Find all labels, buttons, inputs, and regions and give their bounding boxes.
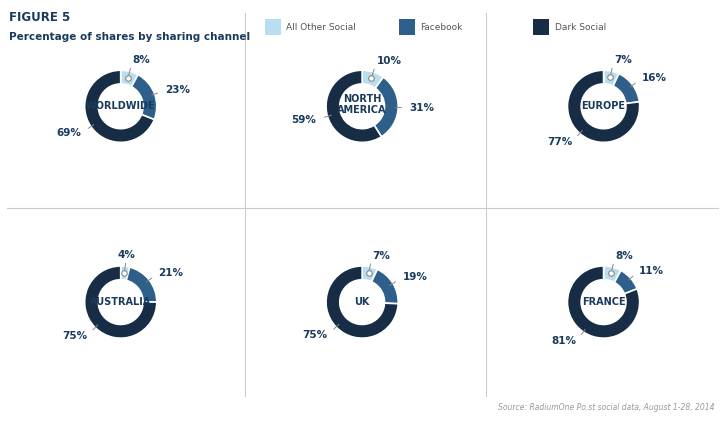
Text: 4%: 4% [117, 250, 136, 260]
Wedge shape [603, 266, 621, 282]
Text: 69%: 69% [57, 128, 81, 138]
Text: Source: RadiumOne Po.st social data, August 1-28, 2014: Source: RadiumOne Po.st social data, Aug… [497, 403, 714, 412]
Text: EUROPE: EUROPE [581, 101, 626, 111]
Wedge shape [603, 70, 619, 86]
Wedge shape [372, 269, 398, 304]
Wedge shape [131, 75, 157, 120]
Wedge shape [374, 77, 398, 137]
Wedge shape [326, 266, 398, 338]
Text: 8%: 8% [133, 55, 150, 65]
Text: 31%: 31% [410, 103, 435, 113]
Text: AUSTRALIA: AUSTRALIA [90, 297, 152, 307]
Wedge shape [362, 70, 384, 88]
Text: 23%: 23% [165, 85, 191, 95]
Text: 7%: 7% [614, 55, 631, 65]
Text: Facebook: Facebook [420, 23, 463, 32]
Wedge shape [120, 70, 138, 87]
Text: 19%: 19% [403, 272, 428, 282]
Text: All Other Social: All Other Social [286, 23, 356, 32]
Text: 75%: 75% [62, 331, 87, 341]
Text: Percentage of shares by sharing channel: Percentage of shares by sharing channel [9, 32, 251, 42]
Text: FRANCE: FRANCE [581, 297, 626, 307]
Text: 81%: 81% [552, 336, 577, 346]
Wedge shape [120, 266, 130, 280]
Text: 21%: 21% [158, 268, 183, 278]
Text: NORTH
AMERICA: NORTH AMERICA [337, 94, 387, 115]
Text: 7%: 7% [373, 250, 390, 261]
Text: 8%: 8% [616, 251, 633, 261]
Wedge shape [568, 70, 639, 142]
Text: 75%: 75% [302, 330, 328, 340]
Text: Dark Social: Dark Social [555, 23, 606, 32]
Text: 10%: 10% [377, 56, 402, 66]
Text: WORLDWIDE: WORLDWIDE [86, 101, 156, 111]
Text: 11%: 11% [639, 266, 664, 276]
Text: 59%: 59% [291, 115, 316, 125]
Wedge shape [326, 70, 381, 142]
Wedge shape [85, 70, 154, 142]
Text: 16%: 16% [642, 73, 667, 83]
Wedge shape [613, 74, 639, 104]
Wedge shape [362, 266, 377, 282]
Wedge shape [85, 266, 157, 338]
Text: 77%: 77% [547, 137, 572, 147]
Text: FIGURE 5: FIGURE 5 [9, 11, 70, 24]
Text: UK: UK [355, 297, 370, 307]
Wedge shape [568, 266, 639, 338]
Wedge shape [614, 270, 637, 294]
Wedge shape [126, 267, 157, 302]
